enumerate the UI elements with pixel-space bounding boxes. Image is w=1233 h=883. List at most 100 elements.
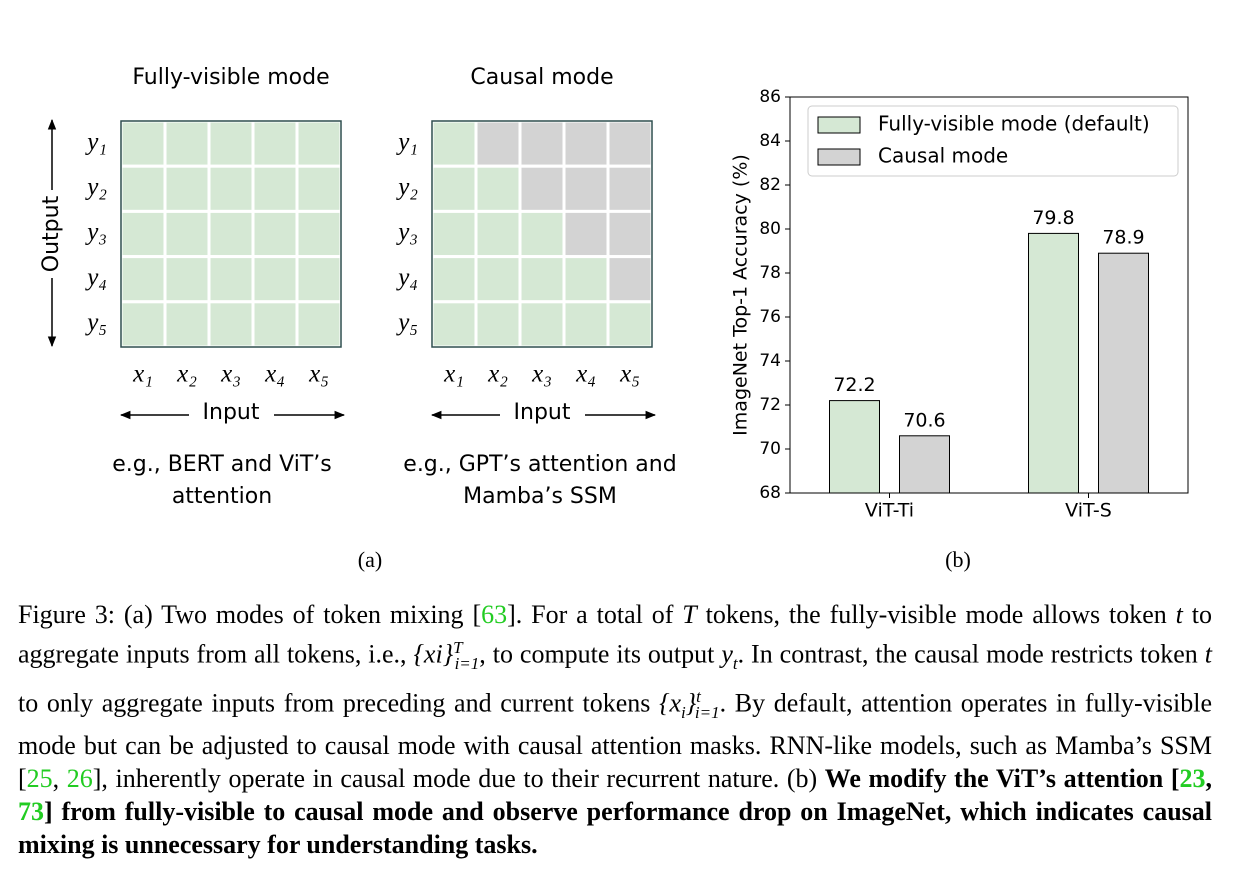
- cell: [606, 300, 654, 349]
- row-label: y₃: [84, 219, 107, 246]
- row-label: y₃: [395, 219, 418, 246]
- math: t: [696, 686, 701, 706]
- row-label: y₁: [84, 128, 107, 155]
- y-tick-label: 86: [759, 87, 781, 107]
- cell: [119, 119, 167, 168]
- math: t: [1175, 600, 1183, 629]
- input-label: Input: [203, 400, 260, 425]
- cell: [295, 300, 343, 349]
- bar: [1028, 232, 1079, 494]
- citation: 26: [66, 763, 93, 793]
- example: e.g., GPT’s attention and: [403, 452, 676, 477]
- caption-text: . By default, attention operates in full…: [18, 688, 1212, 793]
- legend-label: Fully-visible mode (default): [878, 112, 1150, 136]
- cell: [163, 119, 211, 168]
- value-label: 79.8: [1032, 207, 1074, 229]
- citation: 73: [18, 796, 44, 826]
- caption-text: ,: [52, 763, 67, 793]
- cell: [295, 255, 343, 304]
- caption-text: to aggregate inputs from all tokens, i.e…: [18, 600, 1213, 669]
- sublabel: (b): [945, 547, 971, 572]
- citation: 25: [26, 763, 53, 793]
- bar: [1098, 252, 1149, 494]
- cell: [474, 300, 522, 349]
- y-tick-label: 84: [759, 131, 781, 151]
- cell: [163, 164, 211, 213]
- y-tick-label: 72: [759, 395, 781, 415]
- y-tick-label: 70: [759, 439, 781, 459]
- cell: [474, 209, 522, 259]
- citation: 23: [1179, 763, 1206, 793]
- col-label: x₁: [132, 361, 153, 388]
- example: attention: [172, 484, 272, 509]
- cell: [430, 119, 478, 168]
- plot-frame: [789, 96, 1189, 494]
- cell: [430, 300, 478, 349]
- col-label: x₂: [176, 361, 197, 388]
- y-tick-label: 80: [759, 219, 781, 239]
- caption-text: tokens, the fully-visible mode allows to…: [696, 600, 1176, 629]
- grid-border: [120, 120, 342, 348]
- cell: [295, 209, 343, 259]
- citation: 63: [481, 600, 508, 629]
- col-label: x₄: [575, 361, 596, 388]
- math: i=1: [694, 702, 720, 722]
- figure: (a) (b) Fully-visible mode y₁ y₂ y₃ y₄ y₅ x₁ x₂…: [39, 65, 1189, 572]
- cell: [119, 209, 167, 259]
- row-label: y₂: [84, 174, 107, 201]
- math: y: [721, 639, 733, 669]
- math: {x: [659, 688, 682, 718]
- caption-text: to only aggregate inputs from preceding …: [18, 688, 660, 718]
- cell: [251, 209, 299, 259]
- caption-text: , to compute its output: [479, 639, 722, 669]
- caption: Figure 3: (a) Two modes of token mixing …: [18, 598, 1212, 861]
- y-tick-label: 76: [759, 307, 781, 327]
- cell: [518, 119, 566, 168]
- cell: [119, 300, 167, 349]
- math: {xi}: [413, 639, 454, 669]
- example: e.g., BERT and ViT’s: [112, 452, 332, 477]
- cell: [518, 164, 566, 213]
- y-tick-label: 78: [759, 263, 781, 283]
- value-label: 70.6: [903, 409, 945, 431]
- cell: [119, 255, 167, 304]
- legend-box: [807, 105, 1179, 177]
- caption-bold: ,: [1205, 763, 1213, 793]
- grid-border: [431, 120, 653, 348]
- math: }: [685, 688, 697, 718]
- cell: [295, 164, 343, 213]
- col-label: x₂: [487, 361, 508, 388]
- cell: [163, 255, 211, 304]
- caption-text: ]. For a total of: [507, 600, 683, 629]
- cell: [518, 255, 566, 304]
- cell: [207, 209, 255, 259]
- panel-title: Causal mode: [470, 65, 613, 90]
- row-label: y₅: [395, 309, 418, 336]
- cell: [251, 164, 299, 213]
- row-label: y₄: [395, 264, 418, 291]
- cell: [119, 164, 167, 213]
- col-label: x₃: [531, 361, 552, 388]
- math: i: [681, 702, 686, 722]
- caption-text: Figure 3: (a) Two modes of token mixing …: [18, 600, 482, 629]
- cell: [518, 300, 566, 349]
- output-label: Output: [39, 195, 64, 272]
- cell: [518, 209, 566, 259]
- row-label: y₄: [84, 264, 107, 291]
- col-label: x₅: [308, 361, 329, 388]
- cell: [606, 209, 654, 259]
- cell: [474, 119, 522, 168]
- row-label: y₂: [395, 174, 418, 201]
- x-tick-label: ViT-Ti: [865, 500, 914, 522]
- sublabel: (a): [358, 547, 382, 572]
- caption-bold: ] from fully-visible to causal mode and …: [18, 796, 1212, 859]
- math: t: [732, 653, 738, 673]
- y-tick-label: 82: [759, 175, 781, 195]
- cell: [606, 164, 654, 213]
- caption-bold: We modify the ViT’s attention [: [824, 763, 1180, 793]
- math: T: [453, 638, 463, 657]
- cell: [474, 255, 522, 304]
- caption-text: ], inherently operate in causal mode due…: [92, 763, 825, 793]
- y-tick-label: 74: [759, 351, 781, 371]
- value-label: 78.9: [1102, 227, 1144, 249]
